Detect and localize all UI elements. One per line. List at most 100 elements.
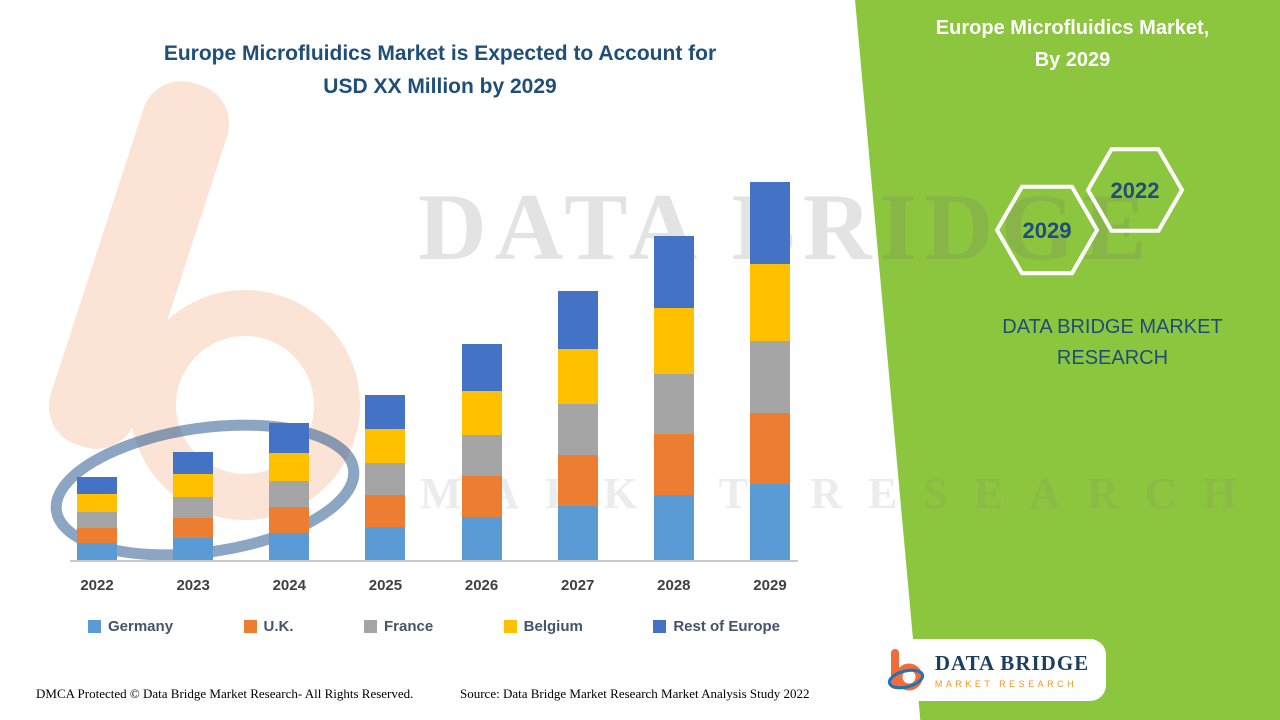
x-axis-label-2027: 2027 xyxy=(561,577,595,594)
bar-segment-france xyxy=(269,480,310,507)
hexagon-badges: 2029 2022 xyxy=(994,147,1185,276)
bar-segment-france xyxy=(461,435,502,476)
company-logo-subtitle: MARKET RESEARCH xyxy=(934,679,1078,689)
plot-area: 2022 2023 2024 2025 2026 2027 2028 2029 xyxy=(77,182,790,594)
company-logo: DATA BRIDGE MARKET RESEARCH xyxy=(868,639,1106,701)
bar-segment-rest-of-europe xyxy=(365,395,406,430)
legend: Germany U.K. France Belgium Rest of Europe xyxy=(88,618,780,635)
x-axis-label-2029: 2029 xyxy=(753,577,787,594)
bar-segment-germany xyxy=(653,495,694,560)
company-logo-text: DATA BRIDGE MARKET RESEARCH xyxy=(935,651,1089,689)
x-axis-line xyxy=(70,560,798,562)
bar-segment-u-k xyxy=(269,506,310,533)
x-axis-label-2024: 2024 xyxy=(272,577,306,594)
bar-segment-france xyxy=(77,511,117,528)
bar-segment-rest-of-europe xyxy=(269,422,310,453)
legend-item-france: France xyxy=(363,618,434,635)
legend-item-rest-of-europe: Rest of Europe xyxy=(653,618,780,635)
background-logo-watermark xyxy=(48,81,360,561)
bar-segment-belgium xyxy=(173,474,214,497)
chart-title: Europe Microfluidics Market is Expected … xyxy=(0,38,880,103)
bar-segment-france xyxy=(557,404,598,456)
x-axis-label-2025: 2025 xyxy=(368,577,403,594)
source-note: Source: Data Bridge Market Research Mark… xyxy=(460,686,810,701)
legend-swatch-germany xyxy=(88,620,101,633)
bar-segment-belgium xyxy=(269,452,310,481)
bar-segment-belgium xyxy=(749,264,790,342)
bar-segment-germany xyxy=(173,538,214,560)
bar-segment-u-k xyxy=(749,412,790,485)
legend-label-belgium: Belgium xyxy=(523,618,583,635)
bar-column-2026: 2026 xyxy=(461,182,502,594)
bar-column-2023: 2023 xyxy=(173,182,214,594)
bar-segment-germany xyxy=(269,532,310,560)
bar-segment-u-k xyxy=(557,455,598,506)
hexagon-2029 xyxy=(994,184,1100,276)
legend-item-u-k: U.K. xyxy=(243,618,294,635)
legend-swatch-belgium xyxy=(503,620,517,633)
bar-segment-u-k xyxy=(365,495,406,527)
bar-segment-france xyxy=(749,341,790,413)
x-axis-label-2022: 2022 xyxy=(80,577,114,594)
bar-segment-u-k xyxy=(77,527,117,544)
legend-item-belgium: Belgium xyxy=(503,618,583,635)
bar-segment-belgium xyxy=(653,307,694,374)
bar-segment-rest-of-europe xyxy=(461,344,502,391)
sidebar-brand-text: DATA BRIDGE MARKET RESEARCH xyxy=(955,312,1270,374)
bar-segment-germany xyxy=(461,516,502,560)
sidebar-title: Europe Microfluidics Market, By 2029 xyxy=(900,12,1245,76)
bar-column-2022: 2022 xyxy=(77,182,117,594)
bar-segment-belgium xyxy=(365,429,406,464)
x-axis-label-2028: 2028 xyxy=(657,577,691,594)
bar-segment-france xyxy=(653,373,694,435)
x-axis-label-2023: 2023 xyxy=(176,577,210,594)
bar-segment-germany xyxy=(749,484,790,560)
bar-segment-rest-of-europe xyxy=(749,182,790,265)
bar-segment-u-k xyxy=(461,475,502,517)
legend-swatch-france xyxy=(363,620,377,633)
legend-label-germany: Germany xyxy=(108,618,174,635)
bar-column-2029: 2029 xyxy=(749,182,790,594)
bar-segment-belgium xyxy=(557,349,598,405)
bar-segment-belgium xyxy=(461,391,502,436)
bar-segment-germany xyxy=(77,543,117,560)
chart-title-line2: USD XX Million by 2029 xyxy=(323,74,557,98)
hexagon-2022-label: 2022 xyxy=(1111,178,1160,203)
bar-segment-france xyxy=(365,463,406,496)
bar-segment-u-k xyxy=(653,434,694,496)
company-logo-name: DATA BRIDGE xyxy=(934,651,1090,675)
x-axis-label-2026: 2026 xyxy=(464,577,499,594)
bar-segment-france xyxy=(173,496,214,518)
bar-column-2027: 2027 xyxy=(557,182,598,594)
bar-column-2025: 2025 xyxy=(365,182,406,594)
bar-segment-rest-of-europe xyxy=(173,451,214,475)
legend-item-germany: Germany xyxy=(88,618,173,635)
bar-segment-germany xyxy=(557,505,598,560)
sidebar-title-line2: By 2029 xyxy=(1034,49,1111,71)
legend-swatch-rest-of-europe xyxy=(653,620,667,633)
sidebar-brand-line1: DATA BRIDGE MARKET xyxy=(1002,316,1223,338)
hexagon-2022 xyxy=(1085,147,1185,233)
hexagon-2029-label: 2029 xyxy=(1023,218,1072,243)
sidebar-title-line1: Europe Microfluidics Market, xyxy=(935,17,1210,39)
legend-label-rest-of-europe: Rest of Europe xyxy=(673,618,780,635)
sidebar-brand-line2: RESEARCH xyxy=(1056,347,1169,369)
legend-label-u-k: U.K. xyxy=(263,618,294,635)
bar-segment-germany xyxy=(365,526,406,560)
bar-segment-rest-of-europe xyxy=(77,476,117,495)
dmca-notice: DMCA Protected © Data Bridge Market Rese… xyxy=(36,686,414,701)
company-logo-icon xyxy=(887,649,924,691)
bar-column-2028: 2028 xyxy=(653,182,694,594)
legend-swatch-u-k xyxy=(243,620,257,633)
bar-segment-belgium xyxy=(77,494,117,512)
watermark-subtext: MARKET RESEARCH xyxy=(420,469,1263,518)
chart-title-line1: Europe Microfluidics Market is Expected … xyxy=(163,42,717,65)
legend-label-france: France xyxy=(383,618,434,635)
bar-segment-u-k xyxy=(173,517,214,539)
bar-column-2024: 2024 xyxy=(269,182,310,594)
bar-segment-rest-of-europe xyxy=(557,291,598,350)
bar-segment-rest-of-europe xyxy=(653,236,694,308)
